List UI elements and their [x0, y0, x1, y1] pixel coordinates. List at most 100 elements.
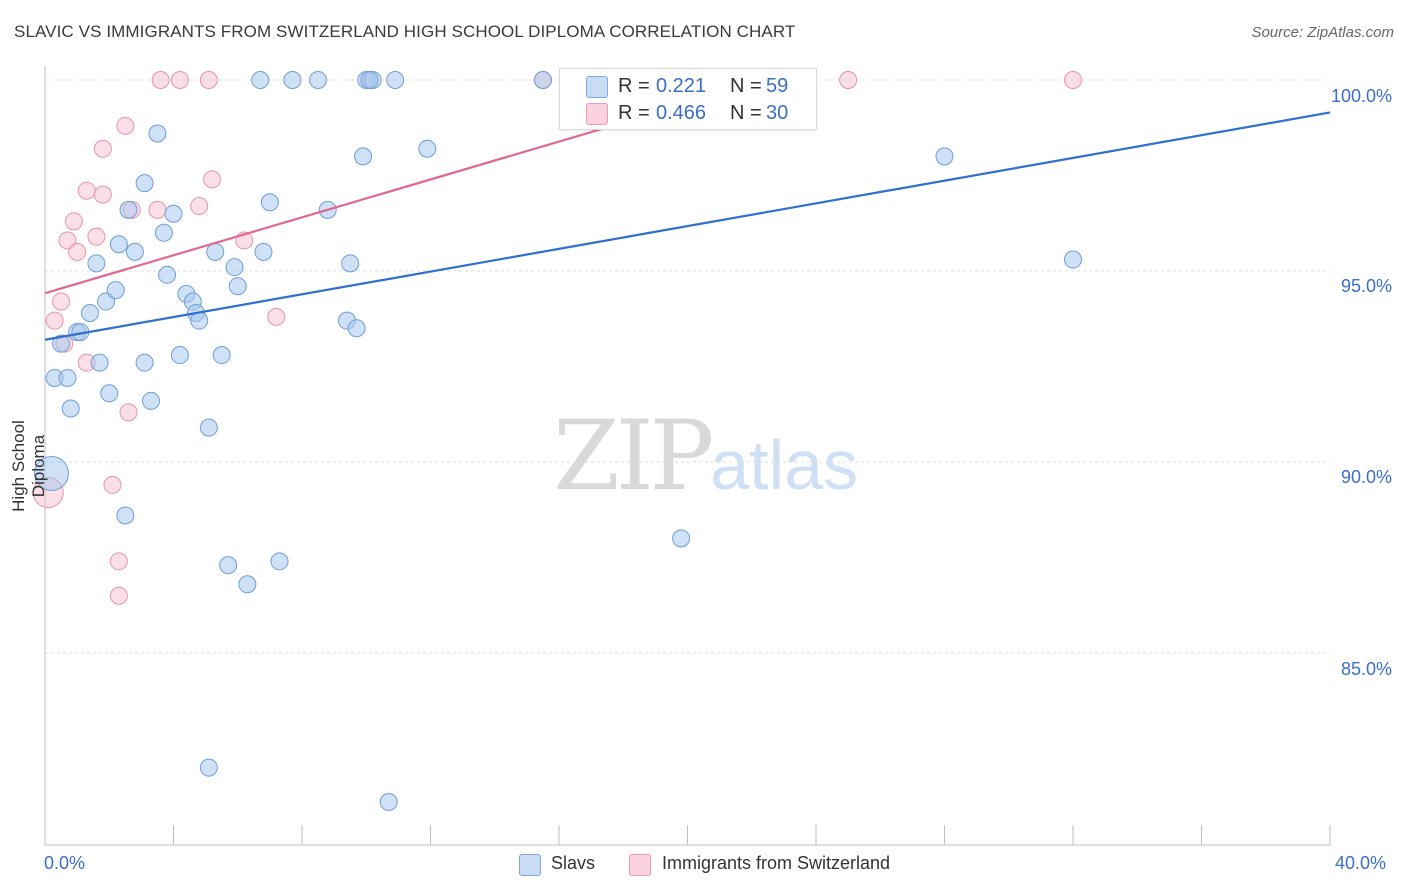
slavs-swatch: [586, 76, 608, 98]
watermark-atlas: atlas: [710, 426, 859, 504]
point-immigrants: [839, 71, 858, 89]
point-immigrants: [116, 116, 135, 135]
n-value: 30: [766, 102, 789, 124]
point-slavs: [225, 258, 244, 277]
point-immigrants: [203, 170, 222, 189]
axes: [44, 66, 1331, 846]
point-slavs: [164, 204, 183, 223]
series-slavs-points: [33, 71, 1082, 811]
point-slavs: [52, 334, 71, 353]
point-slavs: [170, 346, 189, 365]
point-immigrants: [93, 185, 112, 204]
x-tick-label-max: 40.0%: [1335, 853, 1387, 873]
point-slavs: [97, 292, 116, 311]
point-immigrants: [190, 197, 209, 216]
point-immigrants: [267, 307, 286, 326]
point-slavs: [341, 254, 360, 273]
y-tick-label-100: 100.0%: [1330, 86, 1392, 106]
point-slavs: [100, 384, 119, 403]
point-immigrants: [109, 552, 128, 571]
point-slavs: [1064, 250, 1082, 269]
point-slavs: [418, 139, 437, 158]
y-tick-label-85: 85.0%: [1340, 659, 1392, 679]
point-slavs: [158, 265, 177, 284]
point-slavs: [360, 71, 379, 89]
point-immigrants: [199, 71, 218, 89]
series-immigrants-points: [32, 71, 1082, 605]
point-slavs: [283, 71, 302, 89]
n-value: 59: [766, 75, 789, 97]
chart-source: Source: ZipAtlas.com: [1251, 24, 1394, 41]
n-label: N =: [730, 102, 762, 124]
slavs-legend-swatch: [519, 854, 541, 876]
point-slavs: [135, 353, 154, 372]
point-slavs: [206, 242, 225, 261]
point-slavs: [354, 147, 373, 166]
point-slavs: [90, 353, 109, 372]
point-immigrants: [68, 242, 87, 261]
immigrants-swatch: [586, 103, 608, 125]
point-slavs: [106, 281, 125, 300]
point-immigrants: [77, 181, 96, 200]
point-slavs: [935, 147, 954, 166]
point-slavs: [238, 575, 257, 594]
point-slavs: [254, 242, 273, 261]
point-slavs: [154, 223, 173, 242]
point-slavs: [80, 304, 99, 323]
point-slavs: [212, 346, 231, 365]
point-immigrants: [1064, 71, 1082, 89]
trendline-slavs: [44, 111, 1331, 341]
point-immigrants: [103, 475, 122, 494]
point-slavs: [116, 506, 135, 525]
point-slavs: [533, 71, 552, 89]
r-value: 0.466: [656, 102, 707, 124]
point-slavs: [309, 71, 328, 89]
point-immigrants: [93, 139, 112, 158]
point-slavs: [109, 235, 128, 254]
stats-legend: R = 0.221 N = 59 R = 0.466 N = 30: [559, 68, 817, 130]
point-immigrants: [151, 71, 170, 89]
point-slavs: [260, 193, 279, 212]
point-slavs: [87, 254, 106, 273]
y-axis-label: High School Diploma: [9, 420, 48, 512]
y-tick-label-95: 95.0%: [1340, 276, 1392, 296]
n-label: N =: [730, 75, 762, 97]
point-slavs: [672, 529, 691, 548]
point-immigrants: [64, 212, 83, 231]
chart-title: SLAVIC VS IMMIGRANTS FROM SWITZERLAND HI…: [14, 22, 796, 41]
point-slavs: [33, 455, 69, 491]
r-label: R =: [618, 102, 650, 124]
point-slavs: [148, 124, 167, 143]
point-immigrants: [58, 231, 77, 250]
point-slavs: [379, 792, 398, 811]
point-immigrants: [170, 71, 189, 89]
watermark: ZIPatlas: [553, 400, 858, 512]
r-label: R =: [618, 75, 650, 97]
point-slavs: [199, 758, 218, 777]
point-slavs: [125, 242, 144, 261]
immigrants-legend-label: Immigrants from Switzerland: [662, 853, 891, 873]
point-immigrants: [52, 292, 71, 311]
point-slavs: [135, 174, 154, 193]
stats-legend-row-slavs: R = 0.221 N = 59: [560, 73, 816, 99]
point-immigrants: [87, 227, 106, 246]
watermark-zip: ZIP: [553, 400, 714, 512]
point-slavs: [190, 311, 209, 330]
immigrants-legend-swatch: [629, 854, 651, 876]
slavs-legend-label: Slavs: [551, 853, 596, 873]
point-slavs: [58, 368, 77, 387]
point-immigrants: [45, 311, 64, 330]
point-slavs: [142, 391, 161, 410]
stats-legend-row-immigrants: R = 0.466 N = 30: [560, 100, 816, 126]
r-value: 0.221: [656, 75, 707, 97]
point-immigrants: [148, 200, 167, 219]
point-slavs: [251, 71, 270, 89]
point-slavs: [228, 277, 247, 296]
point-slavs: [219, 556, 238, 575]
y-tick-label-90: 90.0%: [1340, 467, 1392, 487]
point-slavs: [199, 418, 218, 437]
point-slavs: [386, 71, 405, 89]
point-slavs: [119, 200, 138, 219]
point-slavs: [270, 552, 289, 571]
